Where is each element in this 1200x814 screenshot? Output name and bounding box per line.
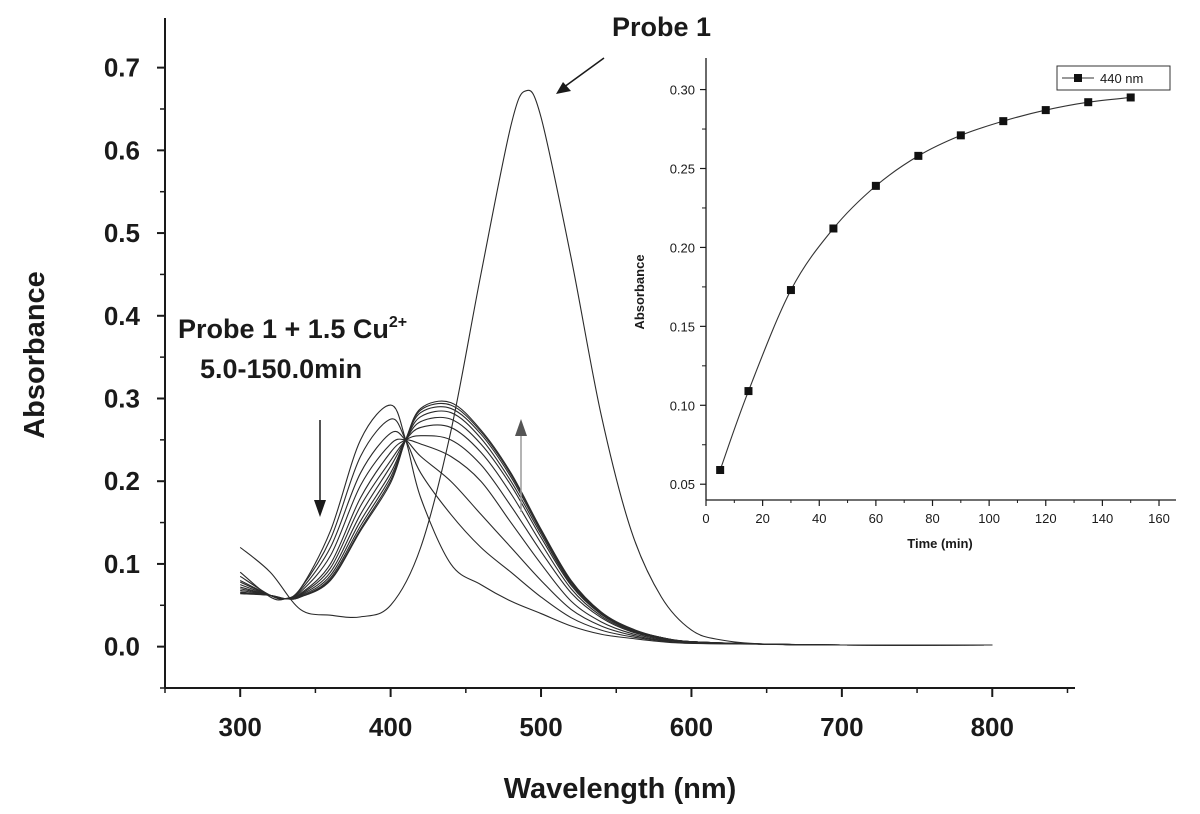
inset-x-tick-label: 0 (702, 511, 709, 526)
inset-series (716, 93, 1135, 475)
probe-spectrum (239, 89, 993, 646)
inset-data-point (829, 224, 838, 233)
main-y-tick-label: 0.2 (104, 466, 140, 496)
cu-spectrum-2 (239, 418, 993, 646)
main-x-ticks: 300 400 500 600 700 800 (164, 688, 1069, 742)
inset-y-tick-label: 0.25 (670, 162, 695, 177)
inset-legend-marker (1074, 74, 1082, 82)
probe-pointer-arrowhead (556, 82, 571, 94)
main-x-tick-label: 300 (219, 712, 262, 742)
cu-time-range-annotation: 5.0-150.0min (200, 354, 362, 384)
main-annotations: Probe 1 Probe 1 + 1.5 Cu2+ 5.0-150.0min (178, 12, 711, 517)
inset-x-tick-label: 40 (812, 511, 826, 526)
inset-data-point (999, 117, 1008, 126)
main-x-tick-label: 600 (670, 712, 713, 742)
inset-x-tick-label: 80 (925, 511, 939, 526)
cu-spectrum-11 (240, 400, 993, 646)
main-x-tick-label: 700 (820, 712, 863, 742)
cu-spectrum-4 (239, 438, 993, 646)
main-y-tick-label: 0.3 (104, 383, 140, 413)
main-x-tick-label: 500 (519, 712, 562, 742)
main-x-tick-label: 400 (369, 712, 412, 742)
inset-data-point (956, 131, 965, 140)
inset-x-tick-label: 120 (1035, 511, 1057, 526)
inset-legend-box (1056, 65, 1171, 91)
main-y-ticks: 0.0 0.1 0.2 0.3 0.4 0.5 0.6 0.7 (104, 53, 165, 689)
inset-y-tick-label: 0.05 (670, 477, 695, 492)
cu-annotation: Probe 1 + 1.5 Cu2+ (178, 314, 407, 344)
inset-y-tick-label: 0.20 (670, 240, 695, 255)
decrease-arrowhead (314, 500, 326, 517)
increase-arrowhead (515, 419, 527, 436)
main-y-tick-label: 0.1 (104, 549, 140, 579)
inset-y-axis-label: Absorbance (632, 254, 647, 329)
inset-x-ticks: 0 20 40 60 80 100 120 140 160 (702, 500, 1170, 526)
inset-y-ticks: 0.05 0.10 0.15 0.20 0.25 0.30 (670, 83, 706, 492)
inset-x-axis-label: Time (min) (907, 536, 973, 551)
main-y-tick-label: 0.0 (104, 632, 140, 662)
inset-background (702, 66, 1180, 496)
inset-x-tick-label: 140 (1092, 511, 1114, 526)
inset-data-point (716, 466, 725, 475)
main-chart: 0.00.10.20.30.40.50.60.7 300 400 500 600 700… (19, 18, 1075, 805)
inset-series-line (719, 96, 1131, 471)
main-series (239, 89, 993, 646)
main-y-tick-label: 0.4 (104, 301, 141, 331)
probe-annotation: Probe 1 (612, 12, 711, 42)
inset-legend-label: 440 nm (1100, 71, 1143, 86)
inset-y-tick-label: 0.15 (670, 319, 695, 334)
inset-chart: 0.05 0.10 0.15 0.20 0.25 0.30 0 20 40 60 80 100 120… (632, 58, 1180, 551)
main-y-axis-label: Absorbance (19, 271, 51, 439)
inset-data-point (914, 151, 923, 160)
inset-y-tick-label: 0.30 (670, 83, 695, 98)
main-x-axis-label: Wavelength (nm) (504, 773, 737, 805)
inset-data-point (871, 181, 880, 190)
cu-annotation-text: Probe 1 + 1.5 Cu (178, 314, 389, 344)
inset-x-tick-label: 160 (1148, 511, 1170, 526)
inset-legend: 440 nm (1056, 65, 1171, 91)
main-y-tick-label: 0.7 (104, 53, 140, 83)
inset-data-point (786, 286, 795, 295)
main-y-tick-label: 0.6 (104, 135, 140, 165)
inset-data-point (1126, 93, 1135, 102)
inset-x-tick-label: 20 (755, 511, 769, 526)
inset-data-point (1041, 106, 1050, 115)
inset-x-tick-label: 60 (869, 511, 883, 526)
probe-pointer-line (559, 57, 605, 91)
main-y-tick-label: 0.5 (104, 218, 140, 248)
inset-data-point (1084, 98, 1093, 107)
main-x-tick-label: 800 (971, 712, 1014, 742)
inset-data-point (744, 387, 753, 396)
inset-x-tick-label: 100 (978, 511, 1000, 526)
cu-annotation-superscript: 2+ (389, 314, 407, 331)
inset-y-tick-label: 0.10 (670, 398, 695, 413)
